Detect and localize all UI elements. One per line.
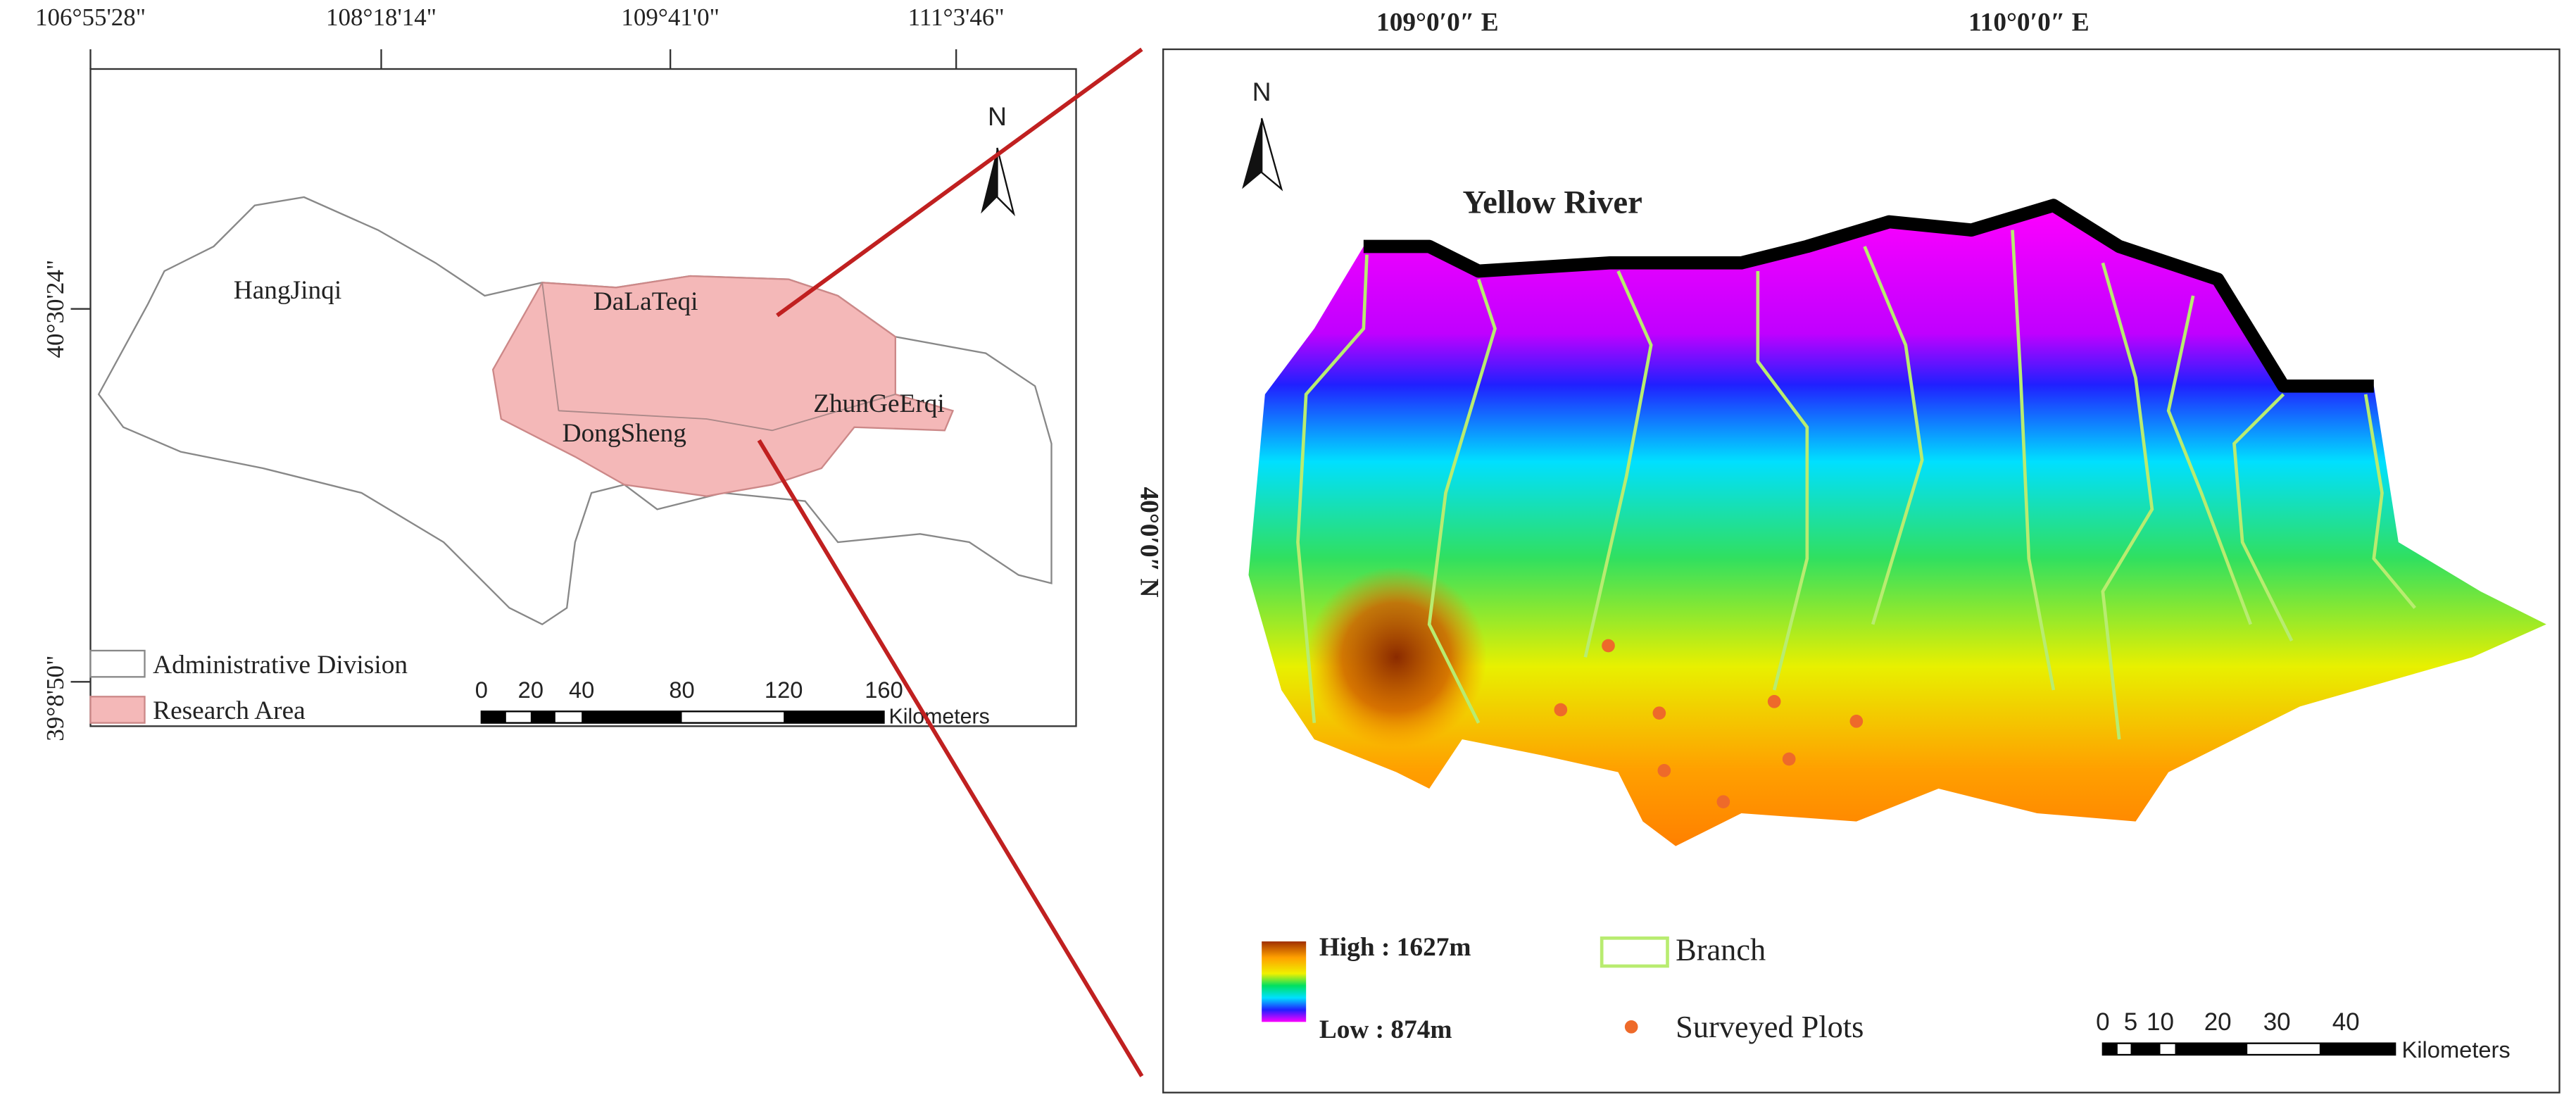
- scale-segment: [2130, 1043, 2161, 1055]
- scale-segment: [530, 711, 555, 723]
- admin-boundary: [97, 196, 1053, 626]
- plot: [1849, 715, 1864, 728]
- legend-label: Branch: [1676, 932, 1766, 967]
- place-label: DaLaTeqi: [593, 287, 698, 316]
- legend-swatch: [1624, 1020, 1638, 1034]
- branch: [1296, 254, 1369, 723]
- right-map: 109°0′0″ E 110°0′0″ E 40°0′0″ N Yellow R…: [1134, 8, 2561, 1094]
- scale-label: 20: [518, 677, 544, 703]
- north-label: N: [1252, 77, 1271, 106]
- place-label: DongSheng: [563, 419, 686, 448]
- legend-label: Low : 874m: [1319, 1015, 1452, 1044]
- connector-line: [757, 439, 1144, 1077]
- legend-label: High : 1627m: [1319, 933, 1471, 962]
- lon-label: 108°18'14": [326, 4, 436, 31]
- branch: [1756, 271, 1809, 691]
- admin-boundary: [541, 282, 896, 432]
- lon-label: 110°0′0″ E: [1968, 8, 2090, 37]
- scale-label: 40: [569, 677, 594, 703]
- north-arrow: N: [981, 101, 1015, 217]
- ticks: [70, 49, 957, 683]
- lon-label: 106°55'28": [35, 4, 146, 31]
- branch: [2363, 394, 2416, 609]
- legend-ramp: [1262, 941, 1307, 1022]
- scale-bar: [2101, 1042, 2396, 1056]
- map-frame: [89, 68, 1077, 727]
- scale-label: 120: [765, 677, 803, 703]
- scale-segment: [481, 711, 506, 723]
- surveyed-plots: [1554, 639, 1864, 808]
- plot: [1782, 752, 1796, 766]
- north-arrow-half: [1261, 118, 1283, 192]
- scale-labels: 0 5 10 20 30 40: [2096, 1008, 2360, 1036]
- place-label: ZhunGeErqi: [813, 389, 945, 418]
- lat-label: 40°0′0″ N: [1134, 487, 1163, 597]
- legend-swatch: [89, 696, 146, 724]
- scale-label: 10: [2147, 1008, 2174, 1036]
- scale-labels: 0 20 40 80 120 160: [475, 677, 903, 703]
- plot: [1716, 795, 1730, 808]
- place-label: HangJinqi: [234, 276, 341, 305]
- left-map: 106°55'28" 108°18'14" 109°41'0" 111°3'46…: [35, 4, 1077, 741]
- scale-label: 20: [2204, 1008, 2232, 1036]
- branch: [2166, 295, 2253, 625]
- scale-segment: [784, 711, 884, 723]
- branch: [2232, 393, 2294, 642]
- legend-swatch: [89, 649, 146, 678]
- scale-label: 30: [2263, 1008, 2291, 1036]
- north-arrow-half: [996, 147, 1015, 217]
- scale-label: 0: [475, 677, 488, 703]
- scale-label: 160: [865, 677, 903, 703]
- scale-unit: Kilometers: [889, 706, 990, 729]
- plot: [1554, 703, 1568, 717]
- north-label: N: [988, 101, 1007, 131]
- yellow-river: [1363, 199, 2374, 393]
- branches: [1296, 230, 2416, 740]
- scale-segment: [582, 711, 682, 723]
- elevation-surface: [1248, 205, 2546, 846]
- plot: [1602, 639, 1615, 653]
- high-elevation-zone: [1306, 567, 1487, 748]
- scale-label: 40: [2332, 1008, 2360, 1036]
- lat-label: 39°8'50": [42, 656, 69, 741]
- scale-label: 0: [2096, 1008, 2109, 1036]
- plot: [1767, 695, 1781, 708]
- plot: [1652, 706, 1666, 720]
- lon-label: 111°3'46": [908, 4, 1005, 31]
- north-arrow-half: [1242, 118, 1262, 189]
- lat-label: 40°30'24": [42, 260, 69, 358]
- connector-line: [776, 47, 1143, 318]
- legend-label: Surveyed Plots: [1676, 1009, 1864, 1044]
- scale-unit: Kilometers: [2402, 1036, 2511, 1063]
- scale-segment: [2102, 1043, 2118, 1055]
- legend-label: Research Area: [153, 696, 306, 725]
- scale-segment: [2319, 1043, 2396, 1055]
- branch: [2011, 230, 2056, 691]
- branch: [2101, 262, 2154, 740]
- branch: [1583, 270, 1653, 658]
- scale-bar: [480, 710, 885, 724]
- scale-segment: [2175, 1043, 2248, 1055]
- branch: [1427, 278, 1497, 724]
- legend-label: Administrative Division: [153, 651, 408, 679]
- lon-label: 109°41'0": [621, 4, 720, 31]
- research-area: [491, 275, 955, 497]
- scale-label: 80: [669, 677, 694, 703]
- map-frame: [1162, 48, 2561, 1094]
- plot: [1657, 764, 1671, 777]
- legend-swatch: [1600, 936, 1669, 968]
- river-label: Yellow River: [1463, 184, 1642, 220]
- scale-label: 5: [2124, 1008, 2137, 1036]
- lon-label: 109°0′0″ E: [1376, 8, 1499, 37]
- branch: [1863, 246, 1924, 625]
- north-arrow: N: [1242, 77, 1283, 192]
